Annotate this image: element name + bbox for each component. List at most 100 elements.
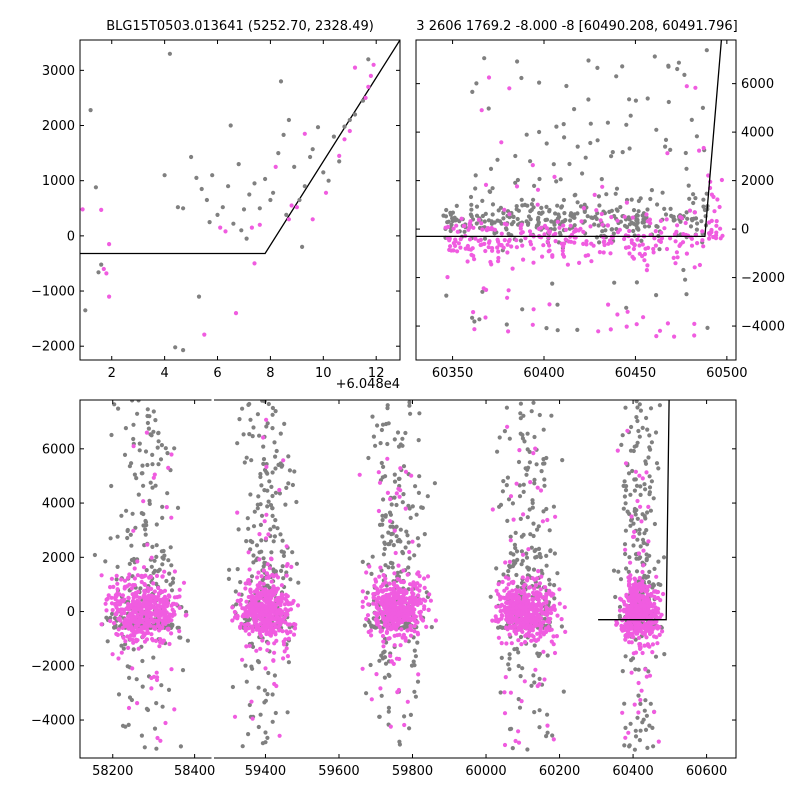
gray-point bbox=[521, 489, 526, 494]
magenta-point bbox=[278, 622, 283, 627]
gray-point bbox=[561, 689, 566, 694]
gray-point bbox=[266, 670, 271, 676]
gray-point bbox=[588, 121, 593, 126]
magenta-point bbox=[505, 295, 510, 300]
magenta-point bbox=[266, 591, 271, 596]
magenta-point bbox=[119, 577, 124, 582]
gray-point bbox=[257, 550, 262, 555]
gray-point bbox=[691, 216, 697, 221]
magenta-point bbox=[109, 595, 114, 600]
gray-point bbox=[532, 481, 537, 486]
gray-point bbox=[681, 267, 686, 273]
magenta-point bbox=[537, 614, 542, 619]
gray-point bbox=[249, 664, 254, 669]
magenta-point bbox=[126, 618, 131, 623]
magenta-point bbox=[527, 585, 532, 590]
gray-point bbox=[280, 463, 285, 468]
magenta-point bbox=[657, 328, 663, 333]
gray-point bbox=[490, 186, 495, 191]
y-tick-label: 2000 bbox=[42, 119, 75, 134]
magenta-point bbox=[650, 604, 655, 609]
gray-point bbox=[150, 452, 155, 457]
magenta-point bbox=[615, 230, 621, 235]
gray-point bbox=[620, 64, 625, 69]
magenta-point bbox=[476, 217, 481, 222]
magenta-point bbox=[496, 239, 501, 244]
gray-point bbox=[408, 712, 413, 718]
gray-point bbox=[498, 502, 504, 507]
gray-point bbox=[425, 494, 430, 499]
gray-point bbox=[653, 654, 659, 659]
gray-point bbox=[518, 411, 523, 416]
magenta-point bbox=[505, 242, 510, 247]
gray-point bbox=[506, 497, 512, 502]
magenta-point bbox=[644, 212, 649, 217]
gray-point bbox=[337, 159, 342, 164]
gray-point bbox=[568, 218, 573, 223]
magenta-point bbox=[405, 611, 410, 616]
gray-point bbox=[269, 484, 274, 489]
gray-point bbox=[684, 292, 689, 297]
gray-point bbox=[634, 483, 640, 488]
gray-point bbox=[411, 659, 416, 664]
magenta-point bbox=[623, 633, 628, 638]
gray-point bbox=[473, 173, 478, 178]
magenta-point bbox=[275, 586, 280, 591]
gray-point bbox=[143, 449, 149, 454]
gray-point bbox=[541, 427, 546, 432]
magenta-point bbox=[647, 609, 652, 614]
magenta-point bbox=[630, 601, 635, 607]
gray-point bbox=[654, 127, 659, 132]
x-tick-label: 60400 bbox=[523, 366, 564, 381]
magenta-point bbox=[634, 603, 639, 608]
magenta-point bbox=[534, 602, 539, 608]
gray-point bbox=[154, 543, 159, 548]
magenta-point bbox=[151, 620, 156, 625]
magenta-point bbox=[502, 711, 508, 716]
magenta-point bbox=[458, 245, 463, 250]
magenta-point bbox=[455, 229, 460, 234]
magenta-point bbox=[266, 630, 271, 635]
gray-point bbox=[422, 532, 427, 537]
magenta-point bbox=[662, 226, 667, 231]
magenta-point bbox=[108, 618, 113, 624]
magenta-point bbox=[636, 680, 641, 686]
gray-point bbox=[623, 551, 628, 557]
magenta-point bbox=[535, 607, 540, 612]
magenta-point bbox=[671, 255, 676, 260]
gray-point bbox=[178, 744, 183, 749]
magenta-point bbox=[601, 240, 606, 245]
gray-point bbox=[682, 72, 687, 77]
magenta-point bbox=[404, 596, 409, 601]
magenta-point bbox=[281, 642, 287, 647]
zoom-left-title: BLG15T0503.013641 (5252.70, 2328.49) bbox=[106, 19, 374, 34]
magenta-point bbox=[476, 238, 481, 243]
magenta-point bbox=[277, 733, 282, 738]
gray-point bbox=[615, 208, 620, 213]
magenta-point bbox=[533, 583, 539, 588]
gray-point bbox=[622, 542, 628, 547]
y-tick-label: 2000 bbox=[741, 174, 774, 189]
magenta-point bbox=[408, 626, 413, 631]
magenta-point bbox=[295, 603, 301, 608]
gray-point bbox=[537, 210, 542, 216]
gray-point bbox=[133, 525, 138, 530]
magenta-point bbox=[310, 217, 315, 222]
gray-point bbox=[524, 551, 529, 556]
magenta-point bbox=[583, 253, 588, 258]
magenta-point bbox=[373, 591, 378, 596]
gray-point bbox=[640, 720, 645, 725]
magenta-point bbox=[496, 259, 501, 264]
gray-point bbox=[663, 212, 669, 217]
magenta-point bbox=[283, 596, 288, 601]
magenta-point bbox=[271, 584, 276, 589]
magenta-point bbox=[149, 586, 154, 592]
magenta-point bbox=[272, 622, 277, 627]
gray-point bbox=[504, 322, 509, 327]
gray-point bbox=[162, 173, 167, 178]
magenta-point bbox=[286, 217, 291, 222]
gray-point bbox=[638, 544, 643, 549]
gray-point bbox=[644, 713, 650, 718]
magenta-point bbox=[537, 682, 542, 687]
magenta-point bbox=[717, 204, 722, 210]
